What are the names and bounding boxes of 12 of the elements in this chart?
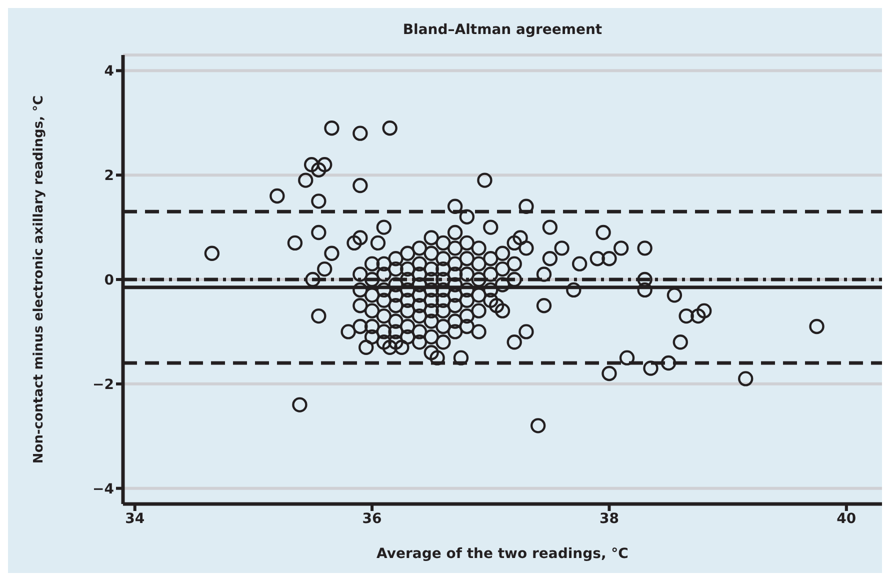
y-tick-label: 2 (104, 168, 114, 184)
chart-title: Bland–Altman agreement (402, 22, 604, 38)
y-axis-title: Non-contact minus electronic axillary readings, °C (32, 95, 47, 464)
y-tick-label: −4 (92, 481, 114, 498)
x-tick-label: 38 (599, 510, 619, 527)
x-tick-label: 40 (836, 510, 856, 527)
x-axis-title: Average of the two readings, °C (376, 546, 628, 562)
y-tick-label: 4 (104, 64, 114, 80)
x-tick-label: 34 (125, 510, 145, 527)
y-tick-label: 0 (104, 272, 114, 288)
y-tick-label: −2 (92, 376, 114, 393)
x-tick-label: 36 (362, 510, 382, 527)
